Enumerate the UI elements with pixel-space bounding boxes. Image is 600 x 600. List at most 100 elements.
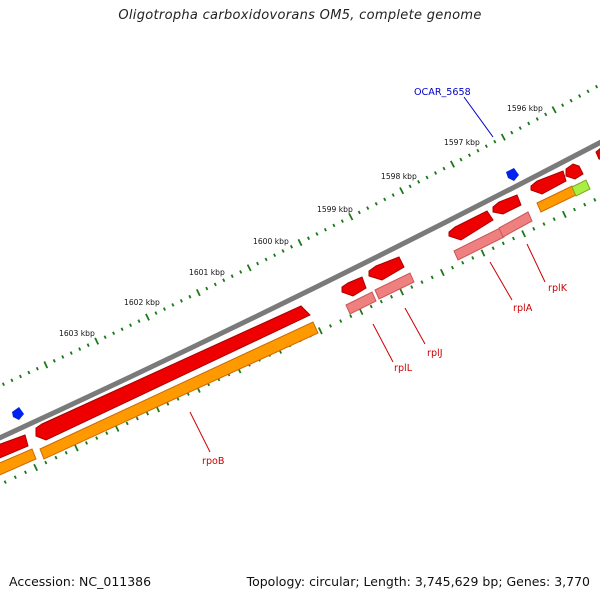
genome-backbone xyxy=(0,139,600,441)
tick-mark xyxy=(521,230,527,238)
tick-mark xyxy=(64,450,68,455)
lime-feature[interactable] xyxy=(571,179,591,197)
gene-label-rplJ[interactable]: rplJ xyxy=(427,348,443,359)
gene-label-rplK[interactable]: rplK xyxy=(548,283,568,294)
tick-mark xyxy=(408,184,412,189)
tick-mark xyxy=(27,370,31,375)
tick-mark xyxy=(239,270,243,274)
tick-mark xyxy=(535,117,539,121)
tick-mark xyxy=(125,421,129,426)
tick-mark xyxy=(450,265,455,270)
gene-arrow-rplA[interactable] xyxy=(448,210,494,241)
map-title: Oligotropha carboxidovorans OM5, complet… xyxy=(118,8,482,23)
length-prefix: Length: xyxy=(363,574,411,589)
tick-mark xyxy=(145,313,150,321)
gene-label-ocar5658[interactable]: OCAR_5658 xyxy=(414,87,471,98)
gene-arrow-cds[interactable] xyxy=(565,163,584,180)
tick-mark xyxy=(348,213,354,221)
tick-mark xyxy=(459,157,463,162)
rna-bar-rplK[interactable] xyxy=(498,211,533,238)
tick-mark xyxy=(439,268,445,277)
gene-label-rplA[interactable]: rplA xyxy=(513,303,533,314)
tick-mark xyxy=(332,223,336,228)
tick-mark xyxy=(10,378,14,383)
tick-mark xyxy=(551,106,557,114)
tick-mark xyxy=(166,402,170,406)
gene-arrow-rplK[interactable] xyxy=(492,194,522,215)
orange-bar-rpoB[interactable] xyxy=(39,321,319,460)
tick-mark xyxy=(480,249,486,257)
tick-mark xyxy=(13,475,17,480)
blue-feature-marker[interactable] xyxy=(506,168,519,181)
tick-label-1601: 1601 kbp xyxy=(189,268,225,277)
tick-mark xyxy=(542,222,546,226)
tick-mark xyxy=(572,207,577,212)
tick-mark xyxy=(430,275,434,280)
tick-mark xyxy=(500,133,506,141)
tick-mark xyxy=(264,257,268,262)
tick-mark xyxy=(391,193,395,197)
tick-mark xyxy=(467,153,471,158)
tick-mark xyxy=(561,210,567,218)
tick-mark xyxy=(84,441,89,445)
tick-mark xyxy=(205,286,209,291)
tick-mark xyxy=(61,355,65,359)
tick-mark xyxy=(491,246,495,251)
tick-mark xyxy=(195,289,201,297)
tick-mark xyxy=(379,299,383,304)
tick-mark xyxy=(179,299,183,303)
tick-mark xyxy=(105,431,109,435)
tick-mark xyxy=(103,335,107,339)
tick-mark xyxy=(349,314,353,318)
gene-arrow-rplJ[interactable] xyxy=(368,256,405,281)
gene-label-rplL[interactable]: rplL xyxy=(394,363,413,374)
accession-info: Accession: NC_011386 xyxy=(9,574,151,589)
rna-bar-rplL[interactable] xyxy=(345,291,377,315)
tick-label-1597: 1597 kbp xyxy=(444,138,480,147)
tick-mark xyxy=(129,323,133,327)
tick-mark xyxy=(593,198,597,202)
tick-mark xyxy=(281,249,285,253)
callout-line-rplK xyxy=(526,243,546,283)
tick-mark xyxy=(340,219,344,223)
tick-mark xyxy=(471,256,475,260)
feature-track-lower xyxy=(0,179,591,477)
tick-label-1599: 1599 kbp xyxy=(317,205,353,214)
genes-prefix: Genes: xyxy=(506,574,551,589)
callout-line-rplJ xyxy=(404,307,426,345)
tick-mark xyxy=(399,288,405,296)
tick-mark xyxy=(561,103,565,108)
tick-mark xyxy=(54,455,58,460)
tick-mark xyxy=(33,463,39,472)
tick-mark xyxy=(95,436,99,440)
tick-label-1602: 1602 kbp xyxy=(124,298,160,307)
gene-arrow-cds[interactable] xyxy=(0,434,29,460)
callout-line-rplL xyxy=(372,323,394,363)
gene-label-rpoB[interactable]: rpoB xyxy=(202,456,225,467)
rna-bar-rplJ[interactable] xyxy=(374,272,415,300)
tick-mark xyxy=(569,98,573,103)
gene-arrow-rpoB[interactable] xyxy=(35,305,311,441)
gene-arrow-cds[interactable] xyxy=(595,147,600,160)
tick-mark xyxy=(420,280,424,284)
tick-mark xyxy=(1,382,5,386)
blue-feature-marker[interactable] xyxy=(12,407,24,420)
gene-arrow-rplL[interactable] xyxy=(341,276,367,297)
gene-arrow-cds[interactable] xyxy=(530,170,567,195)
tick-mark xyxy=(510,130,514,135)
tick-mark xyxy=(273,253,277,258)
orange-bar[interactable] xyxy=(0,448,37,477)
tick-mark xyxy=(145,411,150,416)
tick-mark xyxy=(586,89,590,94)
tick-mark xyxy=(595,84,599,89)
tick-mark xyxy=(78,347,82,351)
cds-track-upper xyxy=(0,147,600,460)
tick-mark xyxy=(461,260,465,265)
tick-mark xyxy=(213,282,217,287)
tick-mark xyxy=(306,236,311,241)
accession-prefix: Accession: xyxy=(9,574,76,589)
tick-mark xyxy=(552,217,556,221)
tick-mark xyxy=(374,201,378,206)
tick-mark xyxy=(583,202,587,207)
